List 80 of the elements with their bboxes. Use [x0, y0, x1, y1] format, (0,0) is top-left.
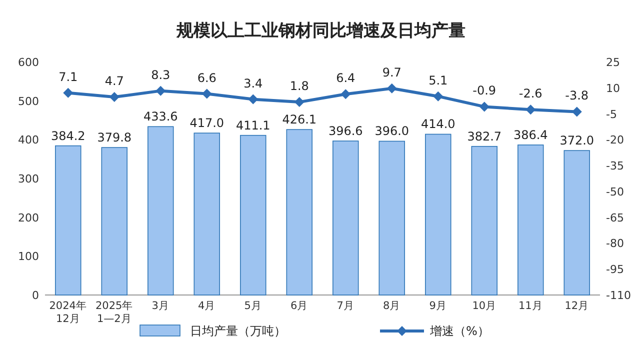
- data-label: 411.1: [236, 118, 270, 132]
- bar: [194, 132, 220, 296]
- x-tick: 5月: [244, 300, 262, 312]
- bar: [101, 147, 128, 296]
- x-tick: 7月: [336, 300, 354, 312]
- y2-tick-label: -50: [606, 185, 624, 198]
- x-tick: 9月: [429, 300, 447, 312]
- y2-tick-label: 10: [606, 82, 620, 95]
- point: [340, 89, 351, 100]
- x-tick: 11月: [518, 300, 543, 312]
- data-label: 9.7: [382, 65, 402, 80]
- x-tick: 2024年 12月: [49, 300, 87, 325]
- bar: [564, 150, 590, 296]
- y-tick-label: 200: [18, 211, 39, 224]
- point: [572, 106, 582, 117]
- legend-label: 日均产量（万吨）: [190, 324, 286, 338]
- bar: [425, 134, 452, 296]
- point: [386, 83, 397, 94]
- y2-tick-label: -35: [606, 160, 624, 173]
- data-label: 5.1: [428, 73, 448, 88]
- bar: [286, 129, 312, 296]
- y-tick-label: 500: [18, 94, 39, 108]
- x-tick: 10月: [472, 300, 497, 312]
- y2-tick-label: -80: [606, 237, 624, 250]
- data-label: 433.6: [143, 110, 178, 124]
- data-label: 382.7: [467, 129, 502, 144]
- bar: [518, 144, 544, 296]
- data-label: 386.4: [513, 128, 548, 142]
- bar: [55, 145, 82, 296]
- point: [294, 97, 304, 108]
- data-label: 396.0: [374, 124, 410, 138]
- y2-tick-label: -5: [606, 108, 617, 121]
- data-label: 3.4: [244, 76, 263, 90]
- data-label: -3.8: [565, 88, 589, 103]
- y2-tick-label: -110: [606, 289, 631, 302]
- bar: [378, 140, 405, 296]
- y2-tick-label: -65: [606, 211, 624, 224]
- y2-tick-label: -20: [606, 134, 624, 147]
- point: [433, 91, 444, 102]
- data-label: 8.3: [151, 68, 170, 82]
- data-label: 417.0: [190, 116, 224, 130]
- bar: [240, 134, 266, 296]
- legend-label: 增速（%）: [429, 324, 490, 338]
- data-label: -0.9: [472, 84, 496, 98]
- y-tick-label: 400: [18, 134, 39, 147]
- data-label: 6.4: [336, 71, 356, 86]
- y-tick-label: 0: [32, 289, 39, 302]
- data-label: 6.6: [197, 70, 216, 85]
- x-tick: 6月: [290, 300, 308, 312]
- data-label: 426.1: [282, 112, 317, 127]
- x-tick: 8月: [383, 300, 401, 312]
- chart-title: 规模以上工业钢材同比增速及日均产量: [176, 21, 466, 41]
- x-tick: 2025年 1—2月: [96, 300, 134, 325]
- point: [109, 92, 120, 102]
- bar: [471, 146, 498, 296]
- y2-tick-label: 25: [606, 56, 620, 69]
- x-tick: 3月: [152, 300, 170, 312]
- y-tick-label: 600: [18, 56, 39, 69]
- data-label: 1.8: [290, 79, 309, 94]
- data-label: 4.7: [104, 74, 124, 88]
- point: [248, 94, 258, 104]
- data-label: 379.8: [97, 130, 132, 145]
- data-label: 396.6: [328, 124, 363, 138]
- x-tick: 4月: [198, 300, 216, 312]
- y-tick-label: 100: [18, 250, 39, 264]
- data-label: -2.6: [518, 86, 542, 101]
- point: [202, 88, 212, 99]
- point: [156, 86, 166, 96]
- x-tick: 12月: [564, 300, 590, 312]
- data-label: 372.0: [560, 134, 594, 148]
- y-tick-label: 300: [18, 172, 39, 186]
- point: [526, 104, 536, 115]
- data-label: 7.1: [58, 70, 78, 84]
- point: [63, 88, 74, 98]
- y2-tick-label: -95: [606, 263, 624, 276]
- bar: [332, 140, 359, 296]
- bar: [148, 126, 174, 296]
- data-label: 384.2: [50, 128, 86, 143]
- point: [479, 102, 490, 112]
- data-label: 414.0: [420, 117, 456, 132]
